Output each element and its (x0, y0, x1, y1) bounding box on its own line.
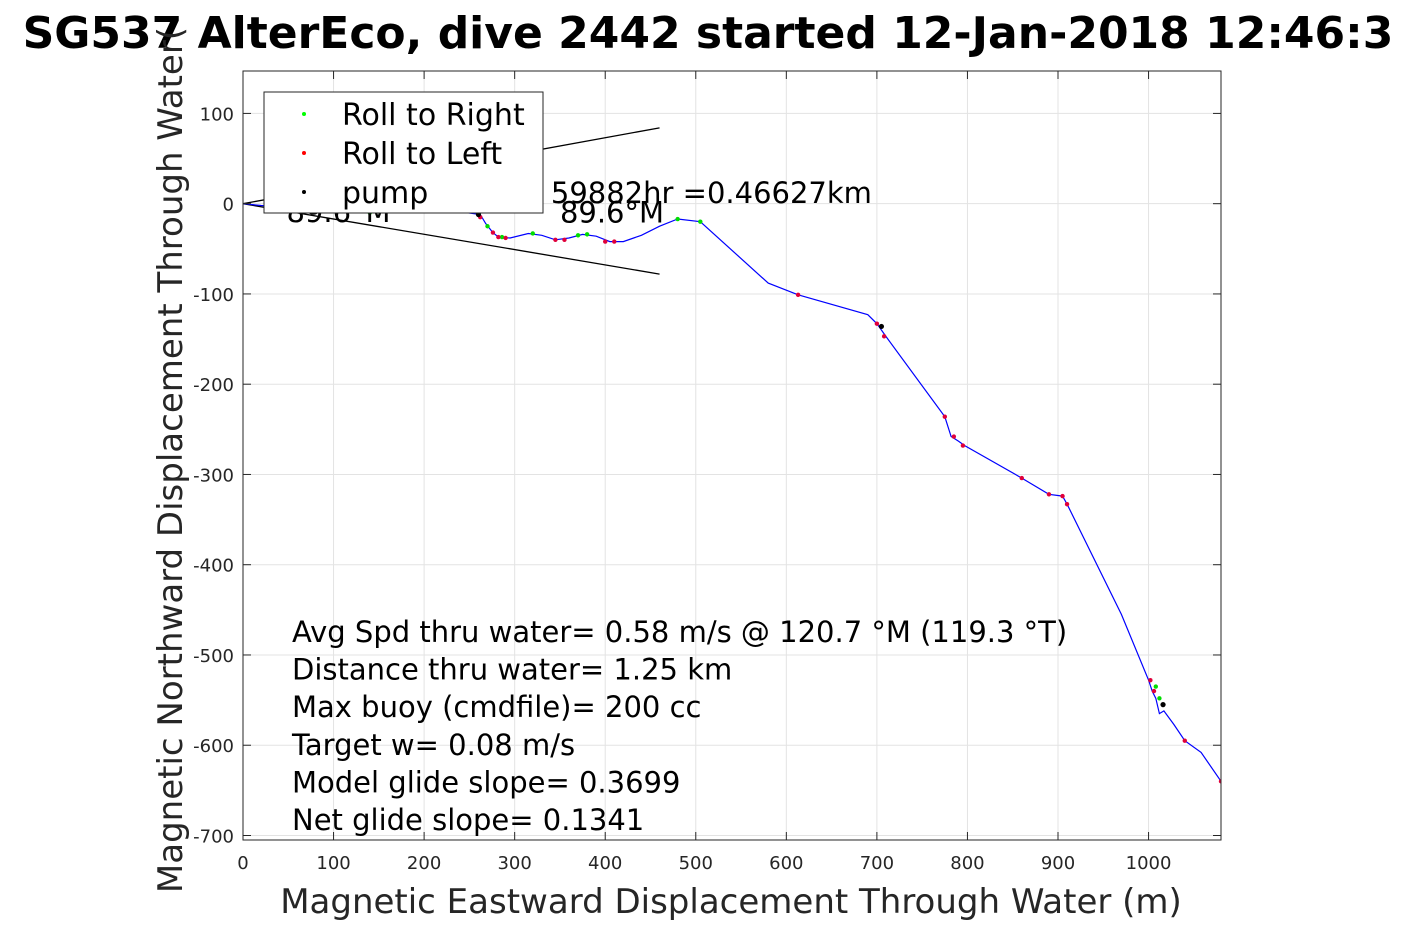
stats-line: Avg Spd thru water= 0.58 m/s @ 120.7 °M … (292, 615, 1067, 649)
y-tick-label: 100 (200, 104, 234, 125)
roll-right-point (675, 216, 680, 222)
y-tick-label: -700 (193, 826, 234, 847)
stats-line: Model glide slope= 0.3699 (292, 765, 680, 799)
roll-left-point (612, 239, 617, 244)
roll-right-point (575, 233, 581, 238)
y-axis-ticks: 100 0 -100 -200 -300 -400 -500 -600 -700 (193, 104, 1221, 847)
roll-left-point (960, 443, 966, 448)
roll-left-point (1019, 475, 1024, 481)
x-tick-label: 1000 (1126, 853, 1172, 874)
x-tick-label: 800 (950, 853, 984, 874)
event-markers (322, 207, 1221, 784)
roll-left-point (1060, 493, 1065, 499)
roll-left-point (881, 334, 887, 339)
roll-right-point (1157, 696, 1162, 701)
stats-line: Net glide slope= 0.1341 (292, 803, 644, 837)
roll-left-point (1064, 502, 1070, 507)
roll-right-point (530, 231, 535, 236)
wedge-label: 59882hr =0.46627km (551, 176, 872, 210)
legend: Roll to Right Roll to Left pump (263, 91, 544, 214)
axes-frame (242, 70, 1222, 841)
roll-left-point (503, 235, 508, 241)
x-tick-label: 600 (769, 853, 803, 874)
x-axis-label: Magnetic Eastward Displacement Through W… (280, 882, 1182, 922)
x-tick-label: 100 (316, 853, 350, 874)
roll-left-point (553, 237, 558, 242)
y-axis-label: Magnetic Northward Displacement Through … (151, 27, 191, 893)
roll-left-point (1148, 678, 1153, 683)
roll-left-point (1218, 779, 1221, 784)
wedge-lower-line (243, 203, 660, 275)
x-tick-label: 500 (679, 853, 713, 874)
roll-left-point (874, 321, 880, 326)
roll-right-point (584, 232, 590, 237)
roll-left-point (496, 234, 501, 240)
chart-title: SG537 AlterEco, dive 2442 started 12-Jan… (23, 8, 1394, 59)
x-tick-label: 0 (237, 853, 248, 874)
wedge-label: 89.6°M (560, 196, 664, 230)
legend-label: Roll to Left (342, 137, 502, 172)
legend-label: pump (342, 176, 428, 211)
legend-label: Roll to Right (342, 98, 525, 133)
y-tick-label: -100 (193, 285, 234, 306)
legend-swatch (302, 112, 306, 116)
y-tick-label: 0 (223, 195, 234, 216)
y-tick-label: -600 (193, 736, 234, 757)
roll-left-point (1182, 738, 1187, 743)
y-tick-label: -500 (193, 646, 234, 667)
legend-swatch (302, 190, 306, 194)
stats-annotations: Avg Spd thru water= 0.58 m/s @ 120.7 °M … (291, 615, 1067, 837)
x-tick-label: 900 (1041, 853, 1075, 874)
stats-line: Max buoy (cmdfile)= 200 cc (292, 690, 701, 724)
pump-point (1160, 702, 1166, 708)
y-tick-label: -400 (193, 556, 234, 577)
roll-right-point (499, 234, 505, 240)
x-tick-label: 700 (860, 853, 894, 874)
stats-line: Target w= 0.08 m/s (291, 728, 575, 762)
x-tick-label: 300 (497, 853, 531, 874)
y-tick-label: -300 (193, 465, 234, 486)
roll-left-point (603, 239, 608, 244)
roll-left-point (490, 230, 496, 235)
stats-line: Distance thru water= 1.25 km (292, 653, 732, 687)
pump-point (878, 323, 885, 330)
x-tick-label: 400 (588, 853, 622, 874)
x-tick-label: 200 (407, 853, 441, 874)
roll-right-point (698, 219, 703, 224)
roll-right-point (485, 224, 490, 229)
x-axis-ticks: 0 100 200 300 400 500 600 700 800 900 1000 (237, 71, 1171, 874)
roll-left-point (942, 414, 948, 419)
legend-swatch (302, 151, 306, 155)
roll-left-point (951, 434, 957, 439)
roll-right-point (1153, 684, 1159, 689)
roll-left-point (795, 292, 801, 298)
roll-left-point (1046, 492, 1052, 497)
roll-left-point (1151, 688, 1157, 694)
y-tick-label: -200 (193, 375, 234, 396)
roll-left-point (562, 237, 567, 242)
legend-box (263, 91, 544, 214)
